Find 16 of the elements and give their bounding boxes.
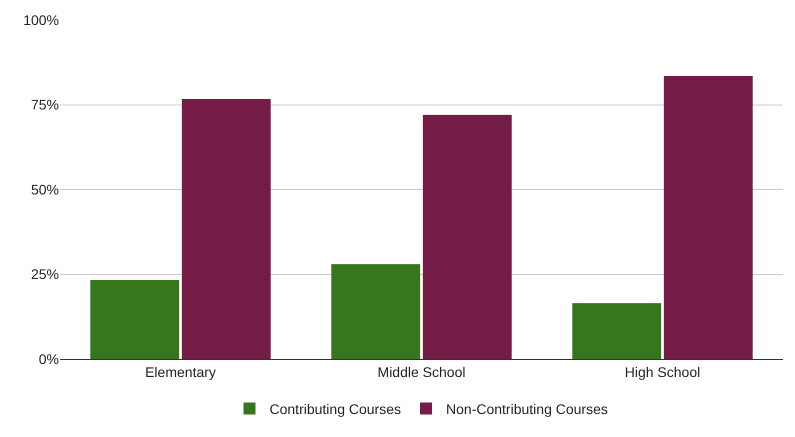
- x-tick-label: Elementary: [145, 364, 216, 380]
- y-tick-label: 100%: [23, 12, 59, 28]
- bar: [90, 280, 180, 359]
- x-tick-label: High School: [624, 364, 700, 380]
- bar: [182, 98, 271, 359]
- y-tick-label: 0%: [38, 350, 59, 367]
- x-tick-label: Middle School: [378, 364, 466, 380]
- legend-label: Contributing Courses: [270, 400, 402, 417]
- y-tick-label: 75%: [30, 96, 59, 113]
- y-tick-label: 25%: [30, 266, 59, 282]
- legend-label: Non-Contributing Courses: [446, 400, 608, 417]
- bar: [664, 76, 753, 359]
- bar: [331, 264, 420, 359]
- bar: [422, 114, 512, 359]
- bar: [572, 303, 662, 359]
- y-tick-label: 50%: [30, 181, 59, 198]
